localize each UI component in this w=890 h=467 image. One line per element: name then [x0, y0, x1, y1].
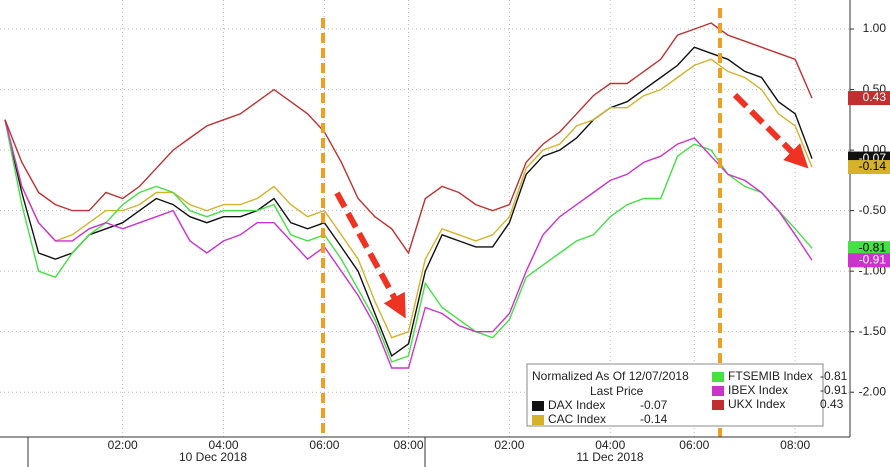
series-line	[4, 58, 813, 339]
legend-value: -0.91	[820, 383, 848, 397]
y-tick-label: -2.00	[859, 384, 887, 398]
x-tick-label: 08:00	[780, 438, 810, 452]
trend-arrow	[732, 92, 809, 169]
legend-label: CAC Index	[548, 412, 606, 426]
legend-swatch	[532, 415, 544, 425]
x-tick-label: 02:00	[108, 438, 138, 452]
legend-label: FTSEMIB Index	[728, 369, 813, 383]
date-label: 10 Dec 2018	[179, 450, 247, 464]
legend-value: 0.43	[820, 397, 844, 411]
series-line	[4, 46, 813, 357]
last-price-tag	[848, 160, 890, 175]
legend: Normalized As Of 12/07/2018 Last Price D…	[526, 363, 848, 427]
legend-value: -0.81	[820, 369, 848, 383]
legend-value: -0.07	[640, 398, 668, 412]
x-tick-label: 06:00	[679, 438, 709, 452]
plot	[4, 22, 813, 369]
last-price-label: -0.91	[859, 252, 887, 266]
legend-label: DAX Index	[548, 398, 605, 412]
last-price-label: -0.81	[859, 240, 887, 254]
x-tick-label: 08:00	[393, 438, 423, 452]
series-line	[4, 119, 813, 369]
date-label: 11 Dec 2018	[576, 450, 643, 464]
last-price-label: -0.14	[859, 159, 887, 173]
legend-value: -0.14	[640, 412, 668, 426]
last-price-tag	[848, 253, 890, 268]
series-line	[4, 22, 813, 255]
x-tick-label: 04:00	[209, 438, 239, 452]
series-line	[4, 119, 813, 363]
legend-title: Normalized As Of 12/07/2018	[532, 369, 689, 383]
last-price-label: 0.43	[863, 90, 887, 104]
legend-swatch	[532, 401, 544, 411]
x-tick-label: 04:00	[595, 438, 625, 452]
legend-subtitle: Last Price	[590, 384, 644, 398]
x-tick-label: 06:00	[309, 438, 339, 452]
y-tick-label: -0.50	[859, 203, 887, 217]
legend-box	[526, 363, 824, 427]
y-tick-label: -1.50	[859, 324, 887, 338]
last-price-tag	[848, 241, 890, 256]
legend-swatch	[712, 372, 724, 382]
legend-swatch	[712, 400, 724, 410]
legend-label: UKX Index	[728, 397, 785, 411]
legend-label: IBEX Index	[728, 383, 788, 397]
y-tick-label: 1.00	[863, 21, 887, 35]
x-tick-label: 02:00	[494, 438, 524, 452]
legend-swatch	[712, 386, 724, 396]
last-price-tag	[848, 91, 890, 106]
